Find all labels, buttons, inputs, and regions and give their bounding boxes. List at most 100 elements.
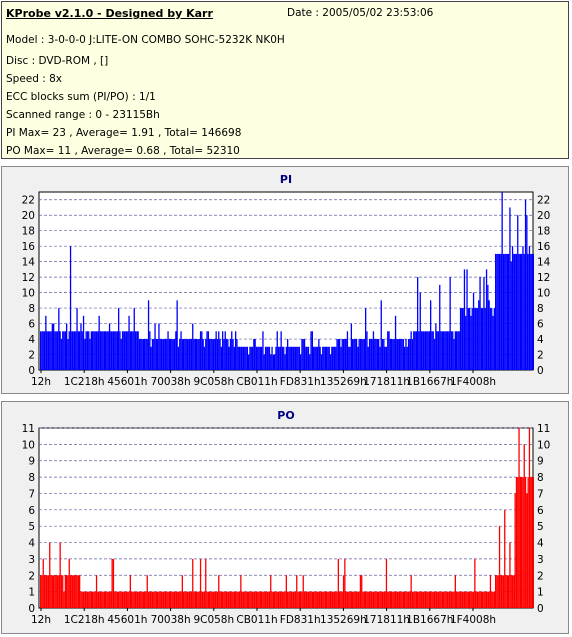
data-bar — [283, 591, 285, 608]
data-bar — [220, 346, 222, 370]
data-bar — [181, 339, 183, 370]
data-bar — [289, 591, 291, 608]
data-bar — [303, 339, 306, 370]
data-bar — [353, 591, 355, 608]
data-bar — [63, 591, 65, 608]
data-bar — [350, 591, 352, 608]
data-bar — [449, 591, 451, 608]
data-bar — [378, 591, 380, 608]
data-bar — [465, 315, 467, 370]
data-bar — [111, 558, 113, 608]
data-bar — [362, 591, 364, 608]
data-bar — [426, 331, 428, 370]
data-bar — [249, 591, 251, 608]
data-bar — [241, 346, 243, 370]
data-bar — [530, 253, 532, 370]
data-bar — [487, 591, 489, 608]
data-bar — [401, 591, 403, 608]
data-bar — [101, 591, 103, 608]
data-bar — [255, 346, 258, 370]
data-bar — [105, 331, 107, 370]
data-bar — [271, 346, 273, 370]
data-bar — [349, 591, 351, 608]
data-bar — [415, 591, 417, 608]
data-bar — [81, 331, 83, 370]
data-bar — [196, 591, 198, 608]
data-bar — [419, 292, 421, 370]
data-bar — [426, 591, 428, 608]
data-bar — [315, 346, 317, 370]
data-bar — [482, 308, 484, 370]
data-bar — [155, 339, 157, 370]
data-bar — [287, 591, 289, 608]
data-bar — [222, 591, 224, 608]
data-bar — [107, 331, 109, 370]
pi-summary-line: PI Max= 23 , Average= 1.91 , Total= 1466… — [6, 127, 242, 139]
data-bar — [268, 591, 271, 608]
data-bar — [251, 346, 254, 370]
data-bar — [511, 575, 514, 608]
data-bar — [509, 207, 511, 370]
data-bar — [478, 591, 480, 608]
data-bar — [47, 331, 50, 370]
data-bar — [272, 354, 274, 370]
data-bar — [428, 591, 430, 608]
data-bar — [145, 339, 147, 370]
data-bar — [266, 346, 268, 370]
data-bar — [519, 253, 521, 370]
data-bar — [363, 591, 365, 608]
data-bar — [485, 269, 488, 370]
data-bar — [209, 591, 211, 608]
data-bar — [151, 339, 154, 370]
data-bar — [214, 591, 216, 608]
data-bar — [111, 331, 113, 370]
y-tick-label-right: 1 — [537, 587, 544, 599]
data-bar — [420, 591, 423, 608]
data-bar — [233, 591, 235, 608]
data-bar — [159, 591, 161, 608]
data-bar — [496, 253, 498, 370]
data-bar — [232, 591, 234, 608]
data-bar — [177, 346, 180, 370]
data-bar — [303, 591, 306, 608]
data-bar — [124, 591, 126, 608]
data-bar — [79, 575, 81, 608]
data-bar — [115, 331, 117, 370]
data-bar — [332, 591, 334, 608]
data-bar — [519, 477, 521, 608]
data-bar — [198, 591, 200, 608]
data-bar — [506, 575, 508, 608]
data-bar — [488, 591, 490, 608]
data-bar — [336, 591, 338, 608]
data-bar — [329, 354, 332, 370]
data-bar — [124, 331, 126, 370]
data-bar — [82, 315, 85, 370]
data-bar — [305, 346, 307, 370]
data-bar — [448, 591, 450, 608]
data-bar — [493, 308, 495, 370]
data-bar — [346, 331, 349, 370]
data-bar — [214, 339, 216, 370]
data-bar — [498, 526, 501, 608]
data-bar — [240, 575, 242, 608]
data-bar — [437, 331, 440, 370]
data-bar — [41, 331, 43, 370]
data-bar — [376, 339, 378, 370]
data-bar — [387, 591, 389, 608]
data-bar — [511, 246, 514, 370]
data-bar — [43, 331, 46, 370]
data-bar — [361, 575, 363, 608]
data-bar — [118, 591, 120, 608]
data-bar — [275, 346, 277, 370]
data-bar — [58, 308, 60, 370]
y-tick-label-right: 11 — [537, 423, 550, 435]
data-bar — [179, 591, 181, 608]
data-bar — [513, 575, 515, 608]
data-bar — [418, 331, 420, 370]
data-bar — [385, 558, 388, 608]
data-bar — [254, 591, 256, 608]
data-bar — [327, 346, 329, 370]
x-tick-label: FD831h — [280, 376, 321, 388]
y-tick-label-left: 3 — [28, 554, 35, 566]
y-tick-label-right: 22 — [537, 195, 550, 207]
